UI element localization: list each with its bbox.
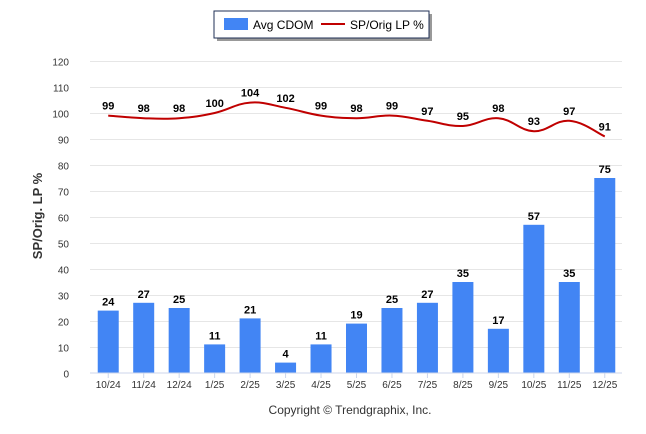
bar[interactable] — [558, 282, 580, 373]
y-tick-label: 60 — [58, 214, 70, 225]
line-data-label: 95 — [457, 111, 469, 123]
x-axis-ticks: 10/24 11/24 12/24 1/25 2/25 3/25 4/25 5/25 6/25 7… — [96, 373, 618, 391]
bar[interactable] — [416, 302, 438, 373]
y-tick-label: 10 — [58, 344, 70, 355]
x-tick-label: 1/25 — [205, 380, 225, 391]
bar-data-label: 27 — [421, 289, 433, 301]
y-tick-label: 80 — [58, 162, 70, 173]
bar[interactable] — [487, 328, 509, 373]
y-tick-label: 120 — [52, 58, 69, 69]
x-tick-label: 11/24 — [132, 380, 157, 391]
legend-bar-swatch — [224, 18, 248, 30]
line-data-label: 99 — [102, 101, 114, 113]
bar[interactable] — [239, 318, 261, 373]
copyright-text: Copyright © Trendgraphix, Inc. — [269, 403, 432, 417]
bar[interactable] — [133, 302, 155, 373]
legend-label-avg-cdom: Avg CDOM — [253, 18, 313, 32]
line-data-label: 104 — [241, 88, 260, 100]
line-data-label: 91 — [599, 121, 611, 133]
x-tick-label: 12/24 — [167, 380, 192, 391]
y-axis-title: SP/Orig. LP % — [30, 172, 45, 259]
bar[interactable] — [346, 323, 367, 373]
x-tick-label: 12/25 — [592, 380, 617, 391]
data-labels: 24 27 25 11 21 4 11 19 25 27 35 17 57 35 75 99 98 98 100 10… — [102, 88, 611, 361]
line-data-label: 97 — [563, 106, 575, 118]
x-tick-label: 10/24 — [96, 380, 121, 391]
y-tick-label: 110 — [53, 84, 69, 95]
x-tick-label: 11/25 — [557, 380, 582, 391]
y-tick-label: 0 — [63, 370, 69, 381]
x-tick-label: 4/25 — [311, 380, 331, 391]
line-data-label: 98 — [492, 103, 504, 115]
bar-series-avg-cdom — [97, 178, 616, 373]
y-tick-label: 20 — [58, 318, 70, 329]
line-data-label: 98 — [138, 103, 150, 115]
bar[interactable] — [204, 344, 226, 373]
x-tick-label: 6/25 — [382, 380, 402, 391]
y-tick-label: 50 — [58, 240, 70, 251]
line-data-label: 98 — [173, 103, 185, 115]
legend-label-sp-orig-lp: SP/Orig LP % — [350, 18, 424, 32]
bar-data-label: 4 — [283, 349, 290, 361]
bar-data-label: 11 — [209, 330, 221, 342]
x-tick-label: 10/25 — [521, 380, 546, 391]
y-tick-label: 70 — [58, 188, 70, 199]
line-data-label: 99 — [315, 101, 327, 113]
x-tick-label: 9/25 — [489, 380, 509, 391]
line-data-label: 102 — [276, 93, 294, 105]
y-tick-label: 100 — [52, 110, 69, 121]
bar[interactable] — [381, 308, 403, 373]
y-tick-label: 40 — [58, 266, 70, 277]
bar-data-label: 25 — [386, 294, 398, 306]
legend-item-avg-cdom[interactable]: Avg CDOM — [224, 18, 313, 32]
y-tick-label: 90 — [58, 136, 70, 147]
bar-data-label: 57 — [528, 211, 540, 223]
line-series-sp-orig-lp — [108, 101, 606, 138]
legend: Avg CDOM SP/Orig LP % — [213, 10, 432, 41]
bar-data-label: 25 — [173, 294, 185, 306]
bar-data-label: 24 — [102, 297, 115, 309]
bar-data-label: 35 — [563, 268, 575, 280]
x-tick-label: 7/25 — [418, 380, 438, 391]
bar[interactable] — [523, 224, 545, 373]
bar-data-label: 19 — [350, 310, 362, 322]
y-axis-ticks: 0 10 20 30 40 50 60 70 80 90 100 110 120 — [52, 58, 69, 381]
bar[interactable] — [452, 282, 474, 373]
line-data-label: 99 — [386, 101, 398, 113]
bar[interactable] — [168, 308, 190, 373]
legend-item-sp-orig-lp[interactable]: SP/Orig LP % — [321, 18, 424, 32]
bar-data-label: 17 — [492, 315, 504, 327]
line-data-label: 98 — [350, 103, 362, 115]
bar-data-label: 35 — [457, 268, 469, 280]
bar-data-label: 11 — [315, 330, 327, 342]
x-tick-label: 3/25 — [276, 380, 296, 391]
bar[interactable] — [310, 344, 332, 373]
bar-data-label: 75 — [599, 164, 611, 176]
line-data-label: 100 — [205, 98, 223, 110]
line-data-label: 97 — [421, 106, 433, 118]
bar[interactable] — [97, 310, 119, 373]
line-data-label: 93 — [528, 116, 540, 128]
x-tick-label: 5/25 — [347, 380, 367, 391]
bar[interactable] — [275, 362, 297, 373]
y-tick-label: 30 — [58, 292, 70, 303]
bar-data-label: 27 — [138, 289, 150, 301]
bar-data-label: 21 — [244, 304, 256, 316]
bar[interactable] — [594, 178, 616, 373]
x-tick-label: 2/25 — [240, 380, 260, 391]
x-tick-label: 8/25 — [453, 380, 473, 391]
